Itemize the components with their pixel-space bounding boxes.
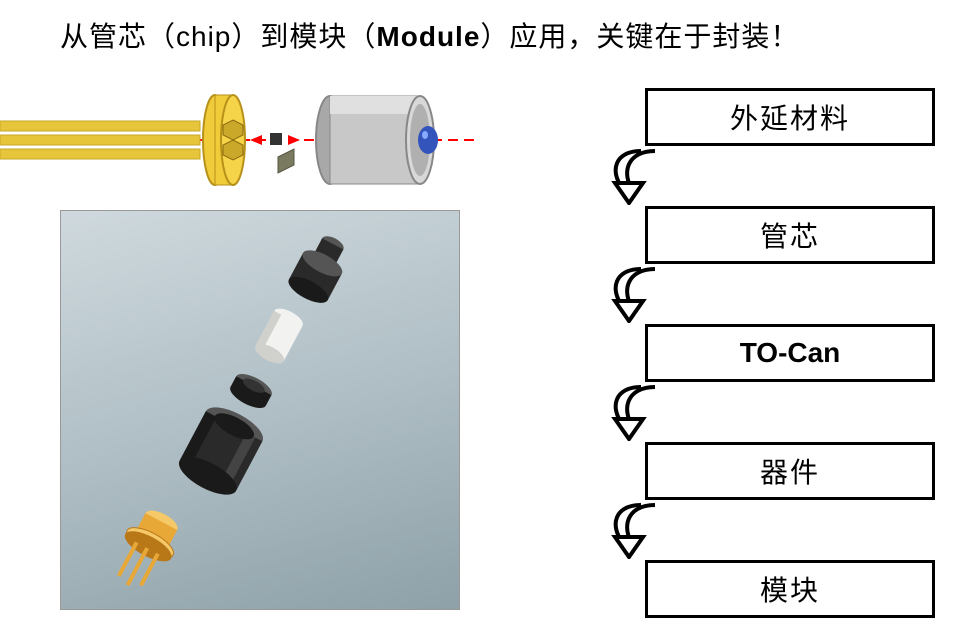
chip-die [270, 133, 282, 145]
flow-label-0: 外延材料 [730, 97, 850, 137]
tocan-gold [105, 502, 188, 597]
flow-box-device: 器件 [645, 442, 935, 500]
flow-box-chip: 管芯 [645, 206, 935, 264]
flow-arrow-0 [605, 146, 940, 206]
flange-nut-top [223, 120, 243, 140]
lens [418, 126, 438, 154]
flow-label-1: 管芯 [760, 215, 820, 255]
barrel-top [285, 228, 355, 308]
lens-highlight [422, 131, 428, 139]
spacer-cylinder [252, 305, 306, 368]
pin-bottom [0, 149, 200, 159]
title-prefix: 从管芯（ [60, 21, 176, 52]
can-highlight [330, 96, 420, 114]
flow-arrow-1 [605, 264, 940, 324]
flow-label-2: TO-Can [740, 337, 841, 369]
flow-box-module: 模块 [645, 560, 935, 618]
housing-barrel [173, 400, 268, 502]
flow-box-tocan: TO-Can [645, 324, 935, 382]
chip-submount [278, 149, 294, 173]
flow-diagram: 外延材料 管芯 TO-Can 器件 [600, 88, 940, 618]
flow-arrow-3 [605, 500, 940, 560]
title-module: Module [376, 21, 480, 52]
title-suffix: ）应用，关键在于封装！ [480, 21, 799, 52]
bottom-exploded-illustration [60, 210, 460, 610]
title-chip: chip [176, 21, 231, 52]
pin-mid [0, 135, 200, 145]
bottom-exploded-svg [61, 211, 461, 611]
page-title: 从管芯（chip）到模块（Module）应用，关键在于封装！ [60, 15, 799, 55]
flow-label-4: 模块 [760, 569, 820, 609]
axis-arrow-right [288, 135, 300, 145]
top-assembly-svg [0, 85, 480, 195]
top-assembly-illustration [0, 85, 480, 195]
flow-arrow-2 [605, 382, 940, 442]
lens-ring [227, 369, 275, 413]
pin-top [0, 121, 200, 131]
flow-label-3: 器件 [760, 451, 820, 491]
flow-box-epitaxy: 外延材料 [645, 88, 935, 146]
axis-arrow-left [250, 135, 262, 145]
flange-nut-bottom [223, 140, 243, 160]
title-mid: ）到模块（ [231, 21, 376, 52]
